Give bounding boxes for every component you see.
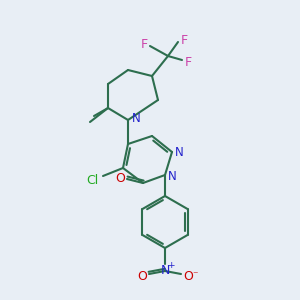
Text: F: F [180, 34, 188, 46]
Text: Cl: Cl [86, 173, 98, 187]
Text: O: O [183, 269, 193, 283]
Text: ⁻: ⁻ [192, 270, 198, 280]
Text: F: F [184, 56, 192, 68]
Text: N: N [132, 112, 140, 124]
Text: N: N [160, 265, 170, 278]
Text: O: O [137, 269, 147, 283]
Text: F: F [140, 38, 148, 52]
Text: N: N [168, 170, 176, 184]
Text: N: N [175, 146, 183, 158]
Text: O: O [115, 172, 125, 184]
Text: +: + [167, 262, 175, 271]
